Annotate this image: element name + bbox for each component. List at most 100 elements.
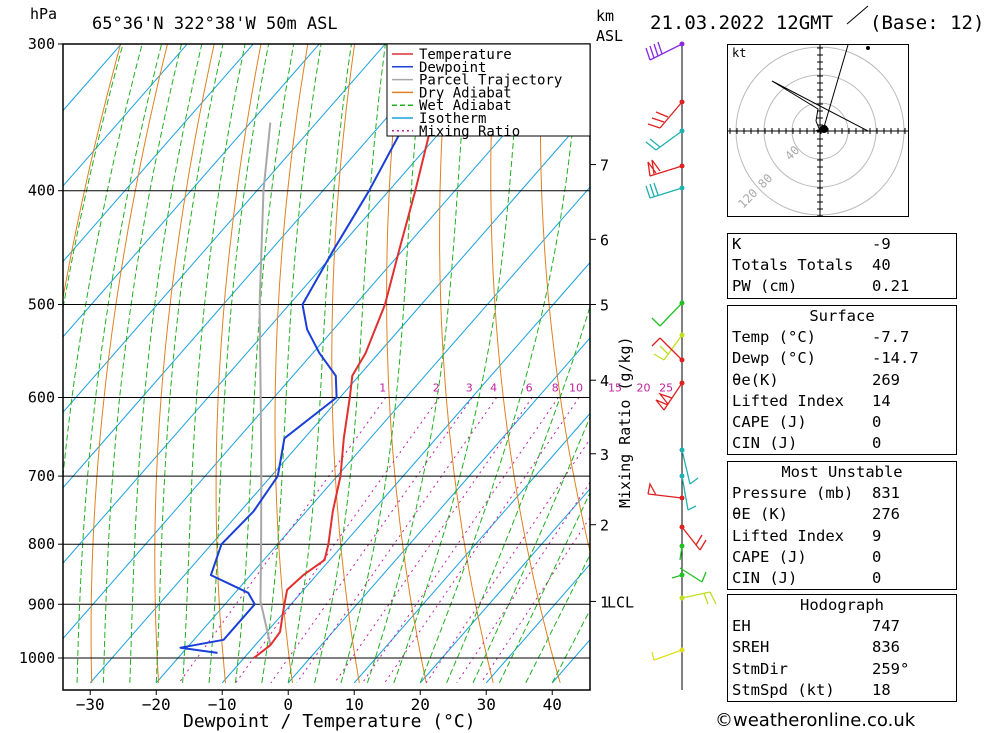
wind-level-dot (679, 332, 685, 338)
mixing-ratio-line (334, 397, 533, 684)
temperature-tick-label: −20 (142, 695, 171, 714)
wind-level-dot (679, 543, 685, 549)
wet-adiabat-line (446, 305, 590, 684)
stmdir-label: StmDir (732, 659, 788, 678)
hodo-pointer-line (846, 5, 869, 25)
wind-level-dot (679, 495, 685, 501)
hodo-endpoint (866, 46, 870, 50)
wind-barb (651, 649, 683, 661)
wind-barb (645, 182, 683, 199)
wind-barb (645, 130, 683, 151)
wind-level-dot (679, 128, 685, 134)
wet-adiabat-line (102, 44, 183, 683)
pressure-tick-label: 500 (28, 296, 55, 314)
tt-label: Totals Totals (732, 256, 854, 275)
surface-title: Surface (809, 307, 875, 325)
legend-entry: Wet Adiabat (419, 98, 512, 114)
km-tick-label: 4 (600, 372, 609, 390)
mixing-ratio-labels: 1 2 3 4 6 8 10 15 20 25 (379, 381, 673, 394)
km-label: km (596, 7, 614, 25)
k-label: K (732, 235, 742, 253)
parcel-trajectory-line (258, 122, 272, 646)
mixing-ratio-label: 8 (552, 381, 559, 394)
km-tick-label: 2 (600, 517, 609, 535)
mixing-ratio-axis-label: Mixing Ratio (g/kg) (616, 336, 634, 508)
k-row: K -9 (728, 234, 956, 255)
mixing-ratio-label: 20 (636, 381, 650, 394)
wind-level-dot (679, 185, 685, 191)
most-unstable-table: Most Unstable Pressure (mb) 831 θE (K) 276… (727, 461, 957, 591)
asl-label: ASL (596, 27, 623, 45)
wind-level-dot (679, 524, 685, 530)
dry-adiabat-line (539, 44, 590, 554)
surface-cin-value: 0 (872, 434, 882, 453)
wind-barb (651, 337, 683, 361)
tt-row: Totals Totals 40 (728, 255, 956, 276)
credit-label: ©weatheronline.co.uk (715, 710, 916, 731)
surface-theta-value: 269 (872, 370, 900, 389)
wet-adiabat-line (129, 44, 203, 683)
isotherm-line (63, 44, 320, 338)
temperature-tick-label: −10 (208, 695, 237, 714)
wind-barb (653, 334, 683, 361)
temperature-tick-label: 20 (411, 695, 430, 714)
mixing-ratio-label: 4 (490, 381, 497, 394)
wet-adiabat-line (287, 44, 352, 683)
pw-value: 0.21 (872, 277, 910, 296)
mixing-ratio-label: 6 (526, 381, 533, 394)
legend-entry: Temperature (419, 47, 512, 63)
stmdir-value: 259° (872, 659, 910, 678)
dry-adiabat-line (386, 44, 427, 684)
surface-temp-label: Temp (°C) (732, 328, 816, 347)
dry-adiabat-line (63, 44, 122, 301)
lcl-label: LCL (607, 593, 634, 611)
mu-cin-label: CIN (J) (732, 569, 798, 588)
surface-cape-value: 0 (872, 413, 882, 432)
pressure-tick-label: 900 (28, 595, 55, 613)
mixing-ratio-label: 15 (608, 381, 622, 394)
hodograph-svg: kt 40 80 120 (728, 40, 908, 217)
legend-entry: Dewpoint (419, 60, 486, 76)
wind-level-dot (679, 163, 685, 169)
surface-theta-label: θe(K) (732, 370, 779, 389)
isotherm-line (63, 44, 122, 112)
dry-adiabat-line (439, 44, 494, 684)
dry-adiabat-line (490, 44, 561, 684)
wind-barb (647, 482, 683, 499)
temperature-tick-label: 30 (477, 695, 496, 714)
mu-theta-label: θE (K) (732, 505, 788, 524)
wind-level-dot (679, 473, 685, 479)
hodo-ring-label-40: 40 (782, 143, 802, 163)
mu-theta-value: 276 (872, 505, 900, 524)
hodo-stats-title: Hodograph (800, 596, 884, 614)
mu-li-label: Lifted Index (732, 526, 844, 545)
surface-dewp-label: Dewp (°C) (732, 349, 816, 368)
dry-adiabat-line (991, 0, 1000, 683)
legend-box (386, 43, 591, 137)
wind-level-dot (679, 447, 685, 453)
wind-barb (681, 591, 717, 605)
wind-barb (645, 41, 683, 61)
isotherm-line (63, 44, 254, 263)
dry-adiabat-line (274, 44, 309, 683)
wet-adiabat-line (261, 44, 322, 683)
hodo-storm-marker (820, 125, 828, 133)
wind-level-dot (679, 595, 685, 601)
pressure-tick-label: 800 (28, 535, 55, 553)
wind-barb (647, 101, 683, 129)
legend-entry: Isotherm (419, 111, 486, 127)
isotherm-line (419, 488, 590, 684)
mixing-ratio-label: 25 (659, 381, 673, 394)
mixing-ratio-line (270, 397, 473, 684)
wet-adiabat-lines (63, 44, 590, 684)
surface-li-label: Lifted Index (732, 391, 844, 410)
dry-adiabat-lines (63, 0, 1000, 684)
wet-adiabat-line (525, 553, 590, 684)
eh-label: EH (732, 617, 751, 636)
wind-barb (671, 567, 707, 583)
isotherm-line (63, 44, 188, 187)
isotherm-line (89, 110, 590, 684)
isotherm-line (63, 44, 386, 414)
pressure-tick-label: 700 (28, 467, 55, 485)
wind-level-dot (679, 572, 685, 578)
